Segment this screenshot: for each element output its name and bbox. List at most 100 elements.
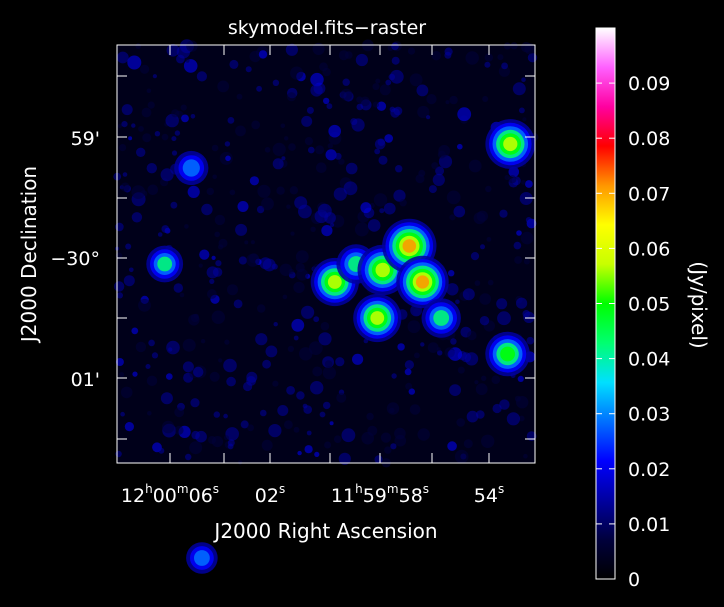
noise-mark	[384, 134, 394, 143]
noise-mark	[257, 304, 266, 313]
x-tick-label: 12h00m06s	[121, 482, 219, 507]
noise-mark	[286, 386, 295, 395]
noise-mark	[322, 366, 336, 380]
noise-mark	[468, 159, 482, 173]
noise-mark	[235, 125, 246, 137]
noise-mark	[497, 54, 504, 61]
noise-mark	[235, 223, 248, 236]
noise-mark	[190, 114, 196, 119]
noise-mark	[146, 375, 158, 386]
noise-mark	[389, 69, 404, 84]
noise-mark	[304, 137, 313, 146]
noise-mark	[455, 299, 460, 305]
noise-mark	[295, 262, 305, 273]
noise-mark	[325, 149, 337, 161]
noise-mark	[378, 155, 388, 165]
noise-mark	[282, 294, 288, 300]
colorbar-tick-label: 0.03	[628, 404, 670, 426]
x-axis: 12h00m06s 02s 11h59m58s 54s	[121, 482, 504, 507]
noise-mark	[323, 401, 331, 410]
noise-mark	[160, 392, 173, 405]
noise-mark	[310, 226, 316, 232]
noise-mark	[319, 411, 326, 418]
noise-mark	[510, 42, 518, 50]
noise-mark	[476, 210, 488, 222]
noise-mark	[257, 184, 271, 198]
noise-mark	[417, 105, 430, 119]
noise-mark	[417, 428, 430, 441]
noise-mark	[389, 407, 395, 413]
noise-mark	[218, 358, 223, 363]
noise-mark	[297, 450, 302, 456]
noise-mark	[296, 391, 305, 400]
y-tick-label: −30°	[50, 248, 100, 270]
noise-mark	[484, 61, 491, 68]
noise-mark	[390, 443, 397, 450]
noise-mark	[446, 190, 461, 205]
noise-mark	[374, 148, 381, 155]
noise-mark	[229, 59, 239, 69]
noise-mark	[280, 123, 286, 129]
noise-mark	[127, 55, 142, 70]
noise-mark	[190, 398, 200, 408]
noise-mark	[391, 373, 397, 379]
noise-mark	[480, 244, 485, 250]
noise-mark	[119, 144, 127, 152]
noise-mark	[290, 66, 304, 80]
noise-mark	[379, 84, 391, 96]
noise-mark	[146, 88, 152, 94]
noise-mark	[185, 58, 190, 63]
colorbar-tick-label: 0.06	[628, 238, 670, 260]
noise-mark	[261, 439, 273, 451]
noise-mark	[171, 136, 177, 142]
noise-mark	[206, 187, 214, 196]
noise-mark	[147, 411, 152, 416]
noise-mark	[180, 104, 187, 111]
noise-mark	[525, 217, 532, 223]
noise-mark	[174, 425, 184, 435]
noise-mark	[299, 347, 313, 361]
noise-mark	[399, 199, 407, 207]
noise-mark	[512, 82, 526, 96]
colorbar: 0 0.01 0.02 0.03 0.04 0.05 0.06 0.07 0.08 0.09 (J…	[595, 27, 711, 591]
noise-mark	[449, 214, 456, 221]
colorbar-ticks: 0 0.01 0.02 0.03 0.04 0.05 0.06 0.07 0.08 0.09	[596, 73, 670, 591]
noise-mark	[135, 341, 147, 353]
noise-mark	[474, 380, 479, 385]
noise-mark	[449, 95, 458, 105]
noise-mark	[521, 180, 526, 185]
noise-mark	[207, 289, 217, 299]
noise-mark	[453, 205, 466, 218]
noise-mark	[444, 47, 453, 56]
noise-mark	[374, 455, 383, 464]
noise-mark	[492, 403, 502, 414]
noise-mark	[240, 420, 249, 429]
noise-mark	[385, 79, 392, 86]
noise-mark	[356, 96, 363, 103]
noise-mark	[279, 263, 292, 276]
noise-mark	[174, 130, 181, 136]
noise-mark	[377, 138, 385, 146]
noise-mark	[200, 339, 206, 344]
noise-mark	[122, 172, 128, 177]
noise-mark	[328, 124, 342, 138]
noise-mark	[265, 345, 278, 358]
noise-mark	[437, 350, 443, 356]
noise-mark	[161, 133, 169, 141]
noise-mark	[526, 336, 535, 345]
noise-mark	[318, 332, 332, 346]
noise-mark	[115, 450, 122, 458]
noise-mark	[335, 357, 345, 367]
noise-mark	[306, 430, 312, 436]
noise-mark	[380, 432, 392, 443]
noise-mark	[343, 181, 358, 196]
noise-mark	[115, 222, 124, 232]
noise-mark	[431, 162, 439, 170]
noise-mark	[301, 115, 313, 127]
noise-mark	[312, 366, 323, 377]
y-tick-label: 01'	[71, 369, 100, 391]
noise-mark	[508, 175, 517, 184]
noise-mark	[145, 364, 151, 369]
noise-mark	[367, 219, 381, 232]
noise-mark	[445, 100, 450, 105]
